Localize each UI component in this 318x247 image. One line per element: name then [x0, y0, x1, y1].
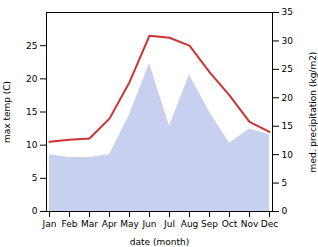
- svg-text:date (month): date (month): [130, 237, 189, 247]
- svg-text:Jul: Jul: [163, 219, 175, 229]
- svg-text:5: 5: [32, 173, 38, 183]
- svg-text:Jun: Jun: [141, 219, 156, 229]
- svg-text:35: 35: [282, 7, 293, 17]
- svg-text:20: 20: [282, 93, 294, 103]
- svg-text:Dec: Dec: [261, 219, 278, 229]
- svg-text:15: 15: [26, 107, 37, 117]
- svg-text:10: 10: [26, 140, 38, 150]
- svg-text:25: 25: [26, 41, 37, 51]
- svg-text:0: 0: [282, 206, 288, 216]
- svg-text:0: 0: [32, 206, 38, 216]
- svg-text:20: 20: [26, 74, 38, 84]
- svg-text:Mar: Mar: [81, 219, 98, 229]
- svg-text:med. precipitation (kg/m2): med. precipitation (kg/m2): [308, 52, 318, 173]
- svg-text:10: 10: [282, 150, 294, 160]
- svg-text:15: 15: [282, 121, 293, 131]
- svg-text:May: May: [120, 219, 139, 229]
- svg-text:Oct: Oct: [222, 219, 238, 229]
- svg-text:30: 30: [282, 36, 294, 46]
- svg-text:Jan: Jan: [42, 219, 57, 229]
- svg-text:Sep: Sep: [201, 219, 218, 229]
- svg-text:5: 5: [282, 178, 288, 188]
- svg-text:max temp (C): max temp (C): [2, 81, 12, 143]
- svg-text:25: 25: [282, 64, 293, 74]
- svg-text:Nov: Nov: [241, 219, 259, 229]
- svg-text:Apr: Apr: [102, 219, 118, 229]
- svg-text:Aug: Aug: [181, 219, 199, 229]
- svg-text:Feb: Feb: [62, 219, 78, 229]
